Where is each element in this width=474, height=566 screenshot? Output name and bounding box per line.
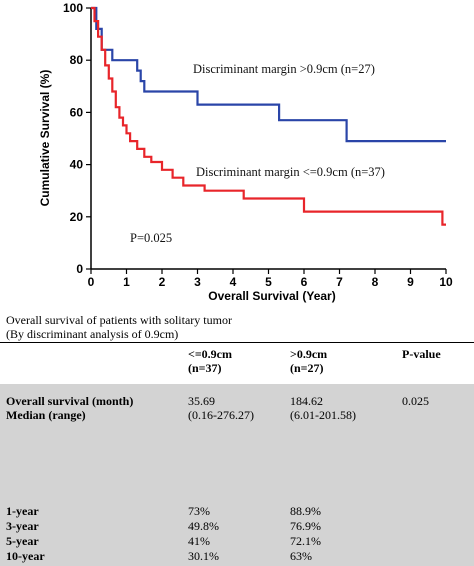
x-tick-label: 9 [407,275,414,289]
table-top-rule [0,342,474,343]
year-label: 3-year [6,519,39,533]
x-tick-label: 5 [265,275,272,289]
median-label: Median (range) [6,408,86,422]
header-pvalue: P-value [402,347,441,361]
year-label: 5-year [6,534,39,548]
overall-col1-value: 35.69 [188,394,215,408]
x-tick-label: 4 [230,275,237,289]
overall-label: Overall survival (month) [6,394,134,408]
y-tick-label: 20 [70,210,84,224]
x-tick-label: 8 [372,275,379,289]
survival-chart: 0 20 40 60 80 100 0 1 2 3 4 5 6 7 8 9 10 Cumulative Surv… [38,1,453,303]
survival-table: <=0.9cm (n=37) >0.9cm (n=27) P-value Ove… [0,342,474,566]
year-label: 10-year [6,549,45,563]
overall-col2-value: 184.62 [290,394,323,408]
chart-series [91,6,446,226]
x-tick-label: 7 [336,275,343,289]
header-col1-n: (n=37) [188,361,222,375]
x-tick-label: 1 [123,275,130,289]
table-row: 3-year 49.8% 76.9% [0,519,474,534]
year-col2: 88.9% [290,504,321,518]
x-tick-label: 0 [88,275,95,289]
y-axis-title: Cumulative Survival (%) [38,70,52,207]
year-col1: 73% [188,504,210,518]
x-tick-label: 3 [194,275,201,289]
overall-col2-range: (6.01-201.58) [290,408,356,422]
p-value-annotation: P=0.025 [130,231,172,245]
y-tick-label: 80 [70,53,84,67]
chart-axes: 0 20 40 60 80 100 0 1 2 3 4 5 6 7 8 9 10 [63,1,453,289]
year-col1: 30.1% [188,549,219,563]
table-row: 5-year 41% 72.1% [0,534,474,549]
year-label: 1-year [6,504,39,518]
x-tick-label: 2 [159,275,166,289]
annotation-upper: Discriminant margin >0.9cm (n=27) [193,62,375,76]
year-rows: 1-year 73% 88.9% 3-year 49.8% 76.9% 5-ye… [0,502,474,566]
y-tick-label: 40 [70,158,84,172]
y-tick-label: 60 [70,105,84,119]
y-tick-label: 100 [63,1,83,15]
x-tick-label: 6 [301,275,308,289]
year-col1: 49.8% [188,519,219,533]
overall-col1-range: (0.16-276.27) [188,408,254,422]
table-row: 10-year 30.1% 63% [0,549,474,564]
table-caption-line2: (By discriminant analysis of 0.9cm) [6,327,179,341]
header-col1: <=0.9cm [188,347,232,361]
series-line-margin-over-0.9cm [91,6,446,143]
year-col1: 41% [188,534,210,548]
y-tick-label: 0 [76,262,83,276]
x-axis-title: Overall Survival (Year) [208,289,335,303]
table-row: 1-year 73% 88.9% [0,504,474,519]
year-col2: 63% [290,549,312,563]
x-tick-label: 10 [439,275,453,289]
overall-pvalue: 0.025 [402,394,429,408]
header-col2-n: (n=27) [290,361,324,375]
year-col2: 72.1% [290,534,321,548]
annotation-lower: Discriminant margin <=0.9cm (n=37) [196,165,385,179]
header-col2: >0.9cm [290,347,328,361]
table-caption-line1: Overall survival of patients with solita… [6,313,232,327]
series-line-margin-under-0.9cm [91,6,446,226]
year-col2: 76.9% [290,519,321,533]
overall-survival-row: Overall survival (month) Median (range) … [0,384,474,502]
table-header-row: <=0.9cm (n=37) >0.9cm (n=27) P-value [0,342,474,384]
